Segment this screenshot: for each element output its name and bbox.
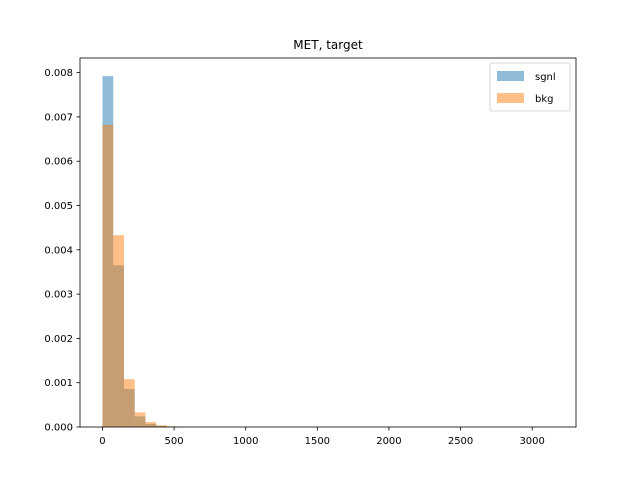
x-tick-label: 1000 (233, 436, 258, 447)
y-tick-label: 0.004 (44, 245, 73, 256)
plot-frame (79, 57, 577, 428)
x-tick-label: 2000 (376, 436, 401, 447)
y-tick-label: 0.000 (44, 423, 73, 434)
bars-layer (102, 76, 178, 427)
legend-label-bkg: bkg (535, 94, 554, 105)
legend-swatch-sgnl (497, 71, 524, 81)
x-tick-label: 2500 (448, 436, 473, 447)
x-tick-label: 500 (165, 436, 184, 447)
x-tick-label: 1500 (305, 436, 330, 447)
legend: sgnl bkg (489, 62, 571, 112)
histogram-bar-bkg-5 (156, 425, 167, 427)
legend-swatch-bkg (497, 93, 524, 103)
y-tick-label: 0.003 (44, 290, 73, 301)
y-tick-label: 0.007 (44, 112, 73, 123)
histogram-bar-bkg-4 (145, 422, 157, 427)
legend-box (489, 62, 571, 112)
x-tick-label: 0 (99, 436, 105, 447)
y-tick-label: 0.006 (44, 157, 73, 168)
x-tick-label: 3000 (519, 436, 544, 447)
histogram-bar-bkg-1 (113, 235, 124, 427)
histogram-bar-bkg-0 (102, 124, 114, 427)
chart-title: MET, target (293, 38, 363, 52)
histogram-bar-bkg-3 (134, 412, 146, 427)
y-tick-label: 0.005 (44, 201, 73, 212)
histogram-bar-bkg-2 (123, 379, 135, 427)
legend-label-sgnl: sgnl (535, 72, 556, 83)
y-tick-label: 0.001 (44, 378, 73, 389)
y-tick-label: 0.008 (44, 68, 73, 79)
y-tick-label: 0.002 (44, 334, 73, 345)
axes-layer: 0 500 1000 1500 2000 2500 3000 0.000 0.001 0.002 0… (44, 57, 577, 447)
